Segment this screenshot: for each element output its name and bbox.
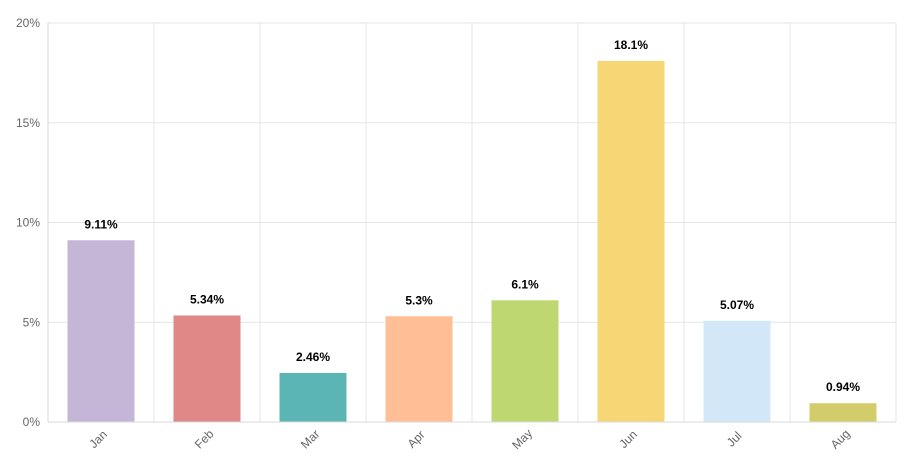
data-label-feb: 5.34%	[190, 292, 224, 306]
bar-layer	[67, 60, 877, 422]
data-label-aug: 0.94%	[826, 380, 860, 394]
x-tick-label-feb: Feb	[192, 427, 217, 452]
x-tick-label-mar: Mar	[298, 427, 323, 452]
y-tick-label: 10%	[16, 216, 40, 230]
data-label-jul: 5.07%	[720, 298, 754, 312]
y-tick-label: 5%	[23, 315, 41, 329]
bar-aug	[809, 403, 877, 422]
y-tick-label: 0%	[23, 415, 41, 429]
x-tick-label-apr: Apr	[405, 428, 428, 451]
x-tick-label-jul: Jul	[724, 429, 745, 450]
data-label-jan: 9.11%	[84, 217, 118, 231]
data-label-apr: 5.3%	[405, 293, 433, 307]
bar-mar	[279, 372, 347, 422]
bar-feb	[173, 315, 241, 422]
bar-jun	[597, 60, 665, 422]
y-tick-label: 20%	[16, 16, 40, 30]
bar-apr	[385, 316, 453, 422]
y-tick-label: 15%	[16, 116, 40, 130]
label-layer: 9.11% 5.34% 2.46% 5.3% 6.1% 18.1% 5.07% 0.94%	[84, 38, 860, 394]
data-label-jun: 18.1%	[614, 38, 648, 52]
x-tick-label-aug: Aug	[828, 427, 853, 452]
x-tick-label-jan: Jan	[86, 427, 110, 451]
bar-may	[491, 300, 559, 422]
data-label-may: 6.1%	[511, 277, 539, 291]
bar-jul	[703, 320, 771, 422]
bar-jan	[67, 240, 135, 422]
x-tick-label-jun: Jun	[616, 427, 640, 451]
data-label-mar: 2.46%	[296, 350, 330, 364]
x-tick-label-may: May	[509, 426, 535, 452]
